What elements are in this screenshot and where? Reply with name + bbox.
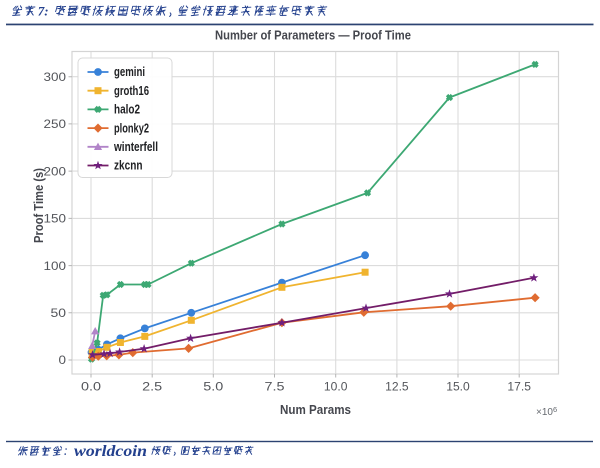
svg-text:halo2: halo2 xyxy=(114,103,140,117)
svg-text:10.0: 10.0 xyxy=(324,380,348,394)
svg-text:12.5: 12.5 xyxy=(385,380,409,394)
svg-text:plonky2: plonky2 xyxy=(114,121,149,135)
svg-text:5.0: 5.0 xyxy=(203,380,223,394)
svg-text:7.5: 7.5 xyxy=(265,380,285,394)
svg-text:0: 0 xyxy=(59,353,67,367)
svg-text:×106: ×106 xyxy=(536,405,557,418)
svg-text:Num Params: Num Params xyxy=(280,403,351,417)
svg-text:2.5: 2.5 xyxy=(142,380,162,394)
svg-text:winterfell: winterfell xyxy=(113,140,158,154)
svg-text:groth16: groth16 xyxy=(114,84,149,98)
svg-text:Number of Parameters — Proof T: Number of Parameters — Proof Time xyxy=(215,29,411,43)
svg-text:200: 200 xyxy=(44,164,67,178)
svg-text:gemini: gemini xyxy=(114,65,145,79)
svg-text:worldcoin: worldcoin xyxy=(74,443,147,460)
svg-text:17.5: 17.5 xyxy=(507,380,531,394)
svg-text:300: 300 xyxy=(44,70,67,84)
svg-text:50: 50 xyxy=(51,306,67,320)
svg-text:Proof Time (s): Proof Time (s) xyxy=(32,168,46,243)
svg-text:100: 100 xyxy=(44,259,67,273)
svg-text:0.0: 0.0 xyxy=(81,380,101,394)
svg-text:7:: 7: xyxy=(38,4,49,19)
svg-text:15.0: 15.0 xyxy=(446,380,470,394)
svg-text:250: 250 xyxy=(44,117,67,131)
svg-text:150: 150 xyxy=(44,212,67,226)
svg-text:zkcnn: zkcnn xyxy=(114,159,143,173)
